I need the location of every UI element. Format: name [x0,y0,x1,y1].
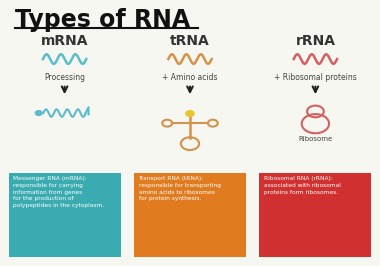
FancyBboxPatch shape [259,173,371,257]
Text: mRNA: mRNA [41,34,88,48]
Text: tRNA: tRNA [170,34,210,48]
Text: rRNA: rRNA [295,34,336,48]
Circle shape [186,111,194,117]
Text: Messenger RNA (mRNA):
responsible for carrying
information from genes
for the pr: Messenger RNA (mRNA): responsible for ca… [13,176,104,208]
Text: Ribosomal RNA (rRNA):
associated with ribosomal
proteins form ribosomes.: Ribosomal RNA (rRNA): associated with ri… [264,176,341,195]
Circle shape [35,111,42,115]
Text: Types of RNA: Types of RNA [15,8,190,32]
Text: Transport RNA (tRNA):
responsible for transporting
amino acids to ribosomes
for : Transport RNA (tRNA): responsible for tr… [139,176,220,201]
Text: Processing: Processing [44,73,85,82]
Text: + Amino acids: + Amino acids [162,73,218,82]
Text: + Ribosomal proteins: + Ribosomal proteins [274,73,357,82]
FancyBboxPatch shape [134,173,246,257]
FancyBboxPatch shape [9,173,121,257]
Text: Ribosome: Ribosome [298,136,332,142]
